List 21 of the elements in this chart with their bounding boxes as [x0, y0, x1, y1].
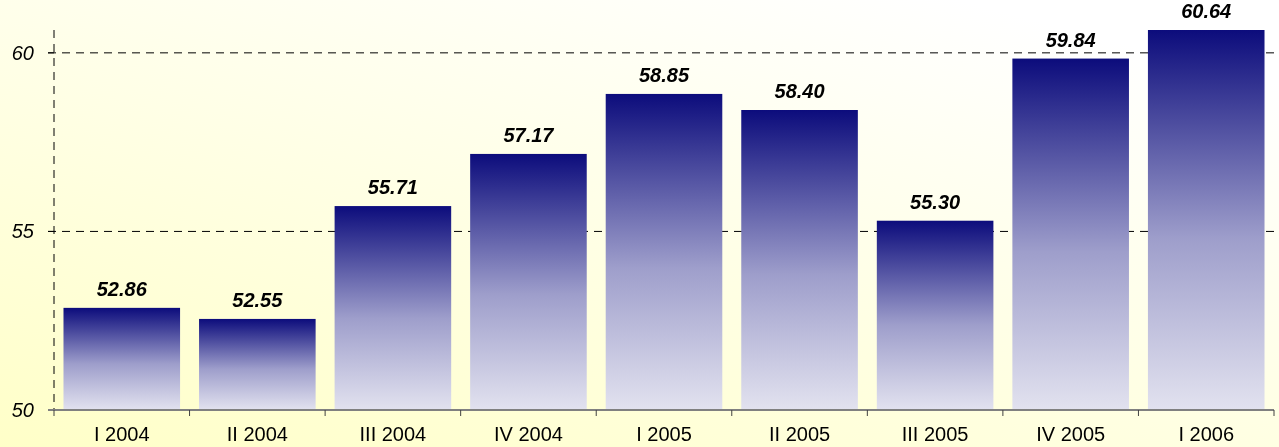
- data-label: 55.71: [367, 176, 418, 199]
- y-tick-label: 50: [11, 399, 34, 421]
- data-label: 52.86: [96, 277, 148, 300]
- y-tick-label: 60: [11, 41, 34, 64]
- data-label: 60.64: [1181, 0, 1232, 22]
- x-tick-label: I 2006: [1178, 423, 1235, 445]
- data-label: 55.30: [910, 190, 961, 213]
- x-tick-label: III 2005: [901, 423, 969, 445]
- x-tick-label: IV 2004: [493, 423, 563, 445]
- x-tick-label: II 2005: [768, 423, 831, 445]
- x-tick-label: I 2005: [636, 423, 692, 445]
- x-tick-label: IV 2005: [1036, 423, 1106, 445]
- data-label: 57.17: [503, 123, 555, 146]
- data-label: 52.55: [232, 288, 284, 311]
- x-tick-label: I 2004: [93, 423, 150, 445]
- y-tick-label: 55: [11, 220, 35, 243]
- data-label: 58.85: [638, 63, 690, 86]
- x-tick-label: II 2004: [226, 423, 288, 445]
- data-label: 59.84: [1045, 28, 1096, 51]
- x-tick-label: III 2004: [359, 423, 427, 445]
- data-label: 58.40: [774, 80, 825, 102]
